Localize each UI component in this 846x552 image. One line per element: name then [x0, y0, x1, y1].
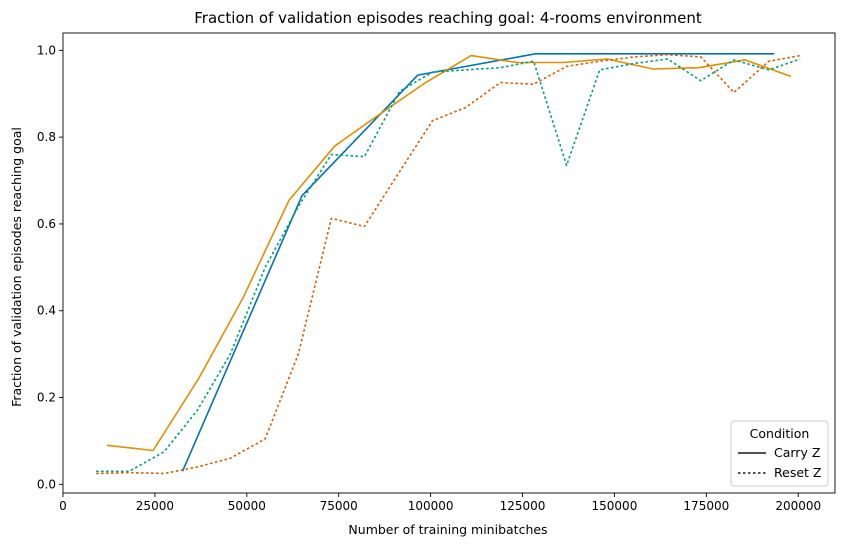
series-layer: [96, 52, 801, 475]
y-tick-label: 0.6: [37, 217, 56, 231]
y-tick-label: 0.0: [37, 477, 56, 491]
series-line-0: [181, 52, 775, 472]
x-tick-label: 25000: [136, 499, 174, 513]
y-axis-label: Fraction of validation episodes reaching…: [9, 127, 24, 407]
x-tick-label: 100000: [408, 499, 454, 513]
x-tick-label: 0: [59, 499, 67, 513]
x-tick-label: 50000: [228, 499, 266, 513]
x-axis-label: Number of training minibatches: [348, 522, 547, 537]
legend-label-carry-z: Carry Z: [774, 445, 820, 460]
legend-box: [730, 420, 829, 487]
x-tick-label: 175000: [683, 499, 729, 513]
series-line-1: [107, 54, 792, 452]
x-tick-label: 150000: [592, 499, 638, 513]
chart-title: Fraction of validation episodes reaching…: [194, 9, 702, 27]
y-tick-label: 0.8: [37, 130, 56, 144]
y-tick-label: 1.0: [37, 43, 56, 57]
y-tick-label: 0.2: [37, 391, 56, 405]
x-tick-label: 75000: [320, 499, 358, 513]
y-ticks: 0.0 0.2 0.4 0.6 0.8 1.0: [37, 43, 63, 491]
legend-title: Condition: [750, 426, 810, 441]
x-tick-label: 125000: [500, 499, 546, 513]
legend: Condition Carry Z Reset Z: [730, 420, 829, 487]
x-tick-label: 200000: [775, 499, 821, 513]
legend-label-reset-z: Reset Z: [774, 465, 821, 480]
x-ticks: 0 25000 50000 75000 100000 125000 150000 175000…: [59, 493, 821, 513]
y-tick-label: 0.4: [37, 304, 56, 318]
plot-frame: [62, 32, 836, 494]
series-line-2: [96, 58, 801, 473]
